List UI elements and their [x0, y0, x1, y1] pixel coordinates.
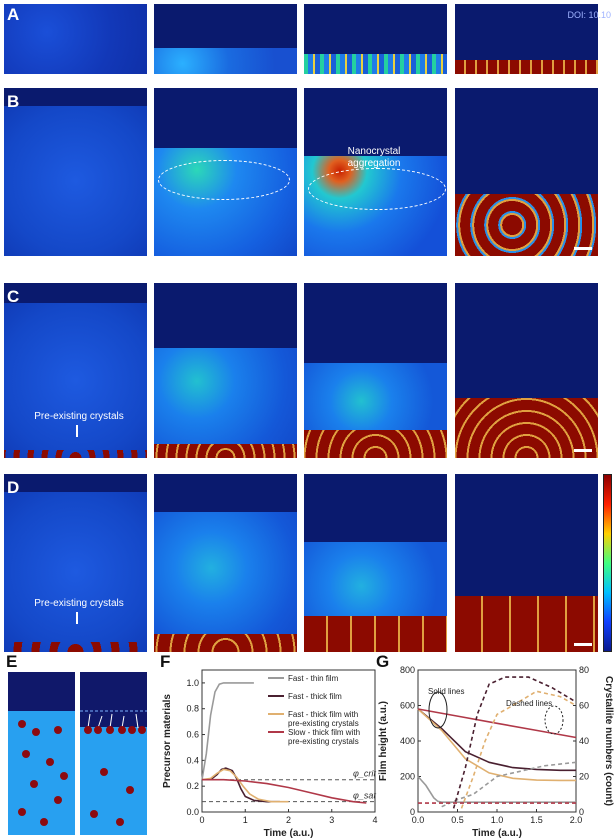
x-tick-label: 4	[372, 815, 377, 825]
series-line	[202, 778, 367, 804]
series-line	[441, 761, 577, 808]
panel-a4	[455, 4, 598, 74]
y-tick-label: 0.4	[186, 755, 199, 765]
legend-entry: Slow - thick film with pre-existing cryst…	[288, 728, 360, 746]
panel-e-before	[8, 672, 75, 835]
panel-b2	[154, 88, 297, 256]
panel-a2	[154, 4, 297, 74]
panel-b1	[4, 88, 147, 256]
y-tick-label: 400	[400, 736, 415, 746]
y-tick-label: 800	[400, 665, 415, 675]
y2-tick-label: 60	[579, 701, 589, 711]
y-tick-label: 0	[410, 807, 415, 817]
doi-text: DOI: 10.10	[567, 10, 611, 20]
row-label-d: D	[7, 478, 20, 497]
row-label-a: A	[7, 5, 20, 24]
x-tick-label: 1.0	[491, 815, 504, 825]
chart-f: 0 1 2 3 4 0.0 0.2 0.4 0.6 0.8 1.0 Time (a.u.) Precur…	[162, 669, 378, 838]
reference-line-label: φ_sat	[353, 791, 376, 801]
y-axis-label: Film height (a.u.)	[378, 701, 389, 781]
y-tick-label: 200	[400, 772, 415, 782]
series-line	[201, 768, 289, 803]
series-line	[417, 708, 576, 772]
y-tick-label: 0.0	[186, 807, 199, 817]
x-axis-label: Time (a.u.)	[264, 828, 314, 838]
panel-label-e: E	[6, 652, 18, 671]
y-tick-label: 0.2	[186, 781, 199, 791]
y-tick-label: 0.8	[186, 704, 199, 714]
x-tick-label: 2.0	[570, 815, 583, 825]
x-axis-label: Time (a.u.)	[472, 828, 522, 838]
panel-label-g: G	[376, 652, 390, 671]
annotation-ellipse	[544, 705, 564, 735]
series-line	[452, 676, 577, 809]
legend-entry: Fast - thick film with pre-existing cryst…	[288, 710, 359, 728]
row-label-b: B	[7, 92, 20, 111]
reference-line-label: φ_crit	[353, 769, 376, 779]
series-line	[417, 775, 576, 803]
panel-b4	[455, 88, 598, 256]
y2-tick-label: 20	[579, 772, 589, 782]
series-line	[417, 708, 577, 739]
preexisting-note-d: Pre-existing crystals	[34, 598, 124, 609]
panel-c1: Pre-existing crystals	[4, 283, 147, 458]
panel-c3	[304, 283, 447, 458]
x-tick-label: 1	[243, 815, 248, 825]
chart-g: 0.0 0.5 1.0 1.5 2.00200400600800020406080Tim…	[378, 665, 614, 838]
y2-tick-label: 40	[579, 736, 589, 746]
panel-c2	[154, 283, 297, 458]
legend-entry: Fast - thin film	[288, 674, 339, 683]
series-line	[417, 708, 576, 782]
x-tick-label: 0.0	[412, 815, 425, 825]
series-line	[201, 682, 254, 780]
x-tick-label: 0.5	[451, 815, 464, 825]
panel-d3	[304, 474, 447, 652]
panel-a3	[304, 4, 447, 74]
x-tick-label: 1.5	[530, 815, 543, 825]
row-label-c: C	[7, 287, 20, 306]
preexisting-note-c: Pre-existing crystals	[34, 411, 124, 422]
colorbar	[603, 474, 612, 652]
panel-d1: Pre-existing crystals	[4, 474, 147, 652]
annotation-dashed-lines: Dashed lines	[506, 699, 552, 708]
annotation-solid-lines: Solid lines	[428, 687, 464, 696]
x-tick-label: 3	[329, 815, 334, 825]
legend-entry: Fast - thick film	[288, 692, 342, 701]
y2-tick-label: 0	[579, 807, 584, 817]
y-axis-label: Precursor materials	[162, 694, 173, 788]
panel-d4	[455, 474, 598, 652]
panel-c4	[455, 283, 598, 458]
panel-e-after	[80, 672, 147, 835]
y-tick-label: 1.0	[186, 678, 199, 688]
series-line	[202, 767, 280, 803]
x-tick-label: 2	[286, 815, 291, 825]
panel-a1	[4, 4, 147, 74]
y-tick-label: 600	[400, 701, 415, 711]
y-tick-label: 0.6	[186, 730, 199, 740]
annotation-ellipse	[428, 691, 448, 729]
panel-b3: Nanocrystal aggregation	[304, 88, 447, 256]
panel-d2	[154, 474, 297, 652]
x-tick-label: 0	[199, 815, 204, 825]
y2-tick-label: 80	[579, 665, 589, 675]
y2-axis-label: Crystallite numbers (count)	[603, 676, 614, 806]
aggregation-note: Nanocrystal aggregation	[347, 146, 401, 169]
panel-label-f: F	[160, 652, 171, 671]
